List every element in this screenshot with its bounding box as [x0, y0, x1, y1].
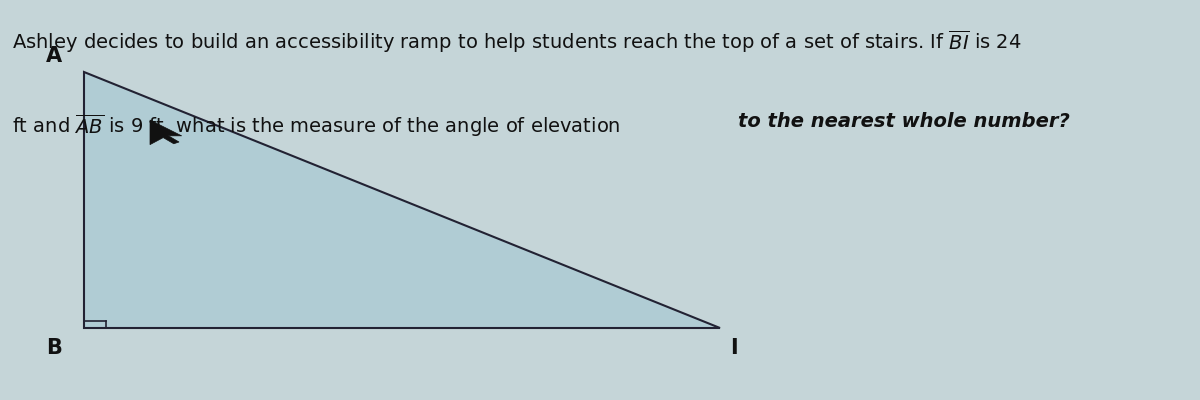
Text: I: I [731, 338, 738, 358]
Text: to the nearest whole number?: to the nearest whole number? [738, 112, 1070, 131]
Polygon shape [84, 72, 720, 328]
Text: Ashley decides to build an accessibility ramp to help students reach the top of : Ashley decides to build an accessibility… [12, 28, 1021, 55]
Text: B: B [46, 338, 62, 358]
Text: ft and $\overline{AB}$ is 9 ft, what is the measure of the angle of elevation: ft and $\overline{AB}$ is 9 ft, what is … [12, 112, 623, 139]
Text: A: A [46, 46, 62, 66]
Polygon shape [150, 120, 181, 145]
